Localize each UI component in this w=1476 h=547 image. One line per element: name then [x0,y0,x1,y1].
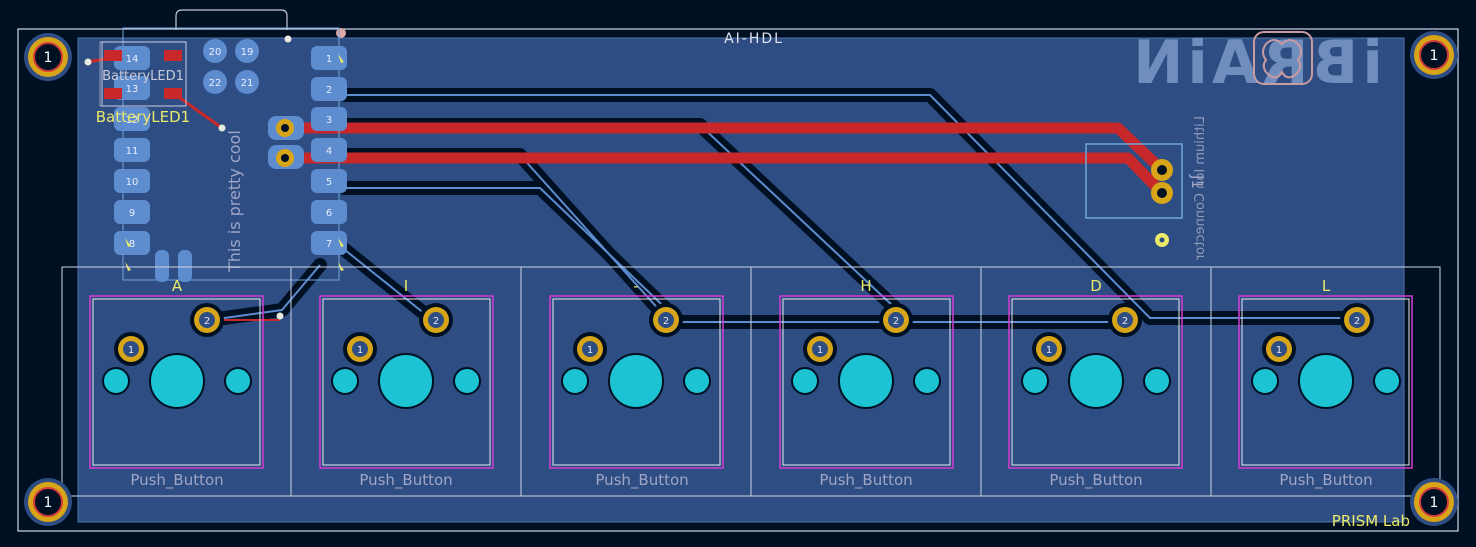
battery-connector-j1: J1 Lithium Ion Connector [1085,116,1208,261]
svg-text:2: 2 [433,316,439,327]
mcu-left-pins: 14 13 12 11 10 9 8 [114,46,150,255]
svg-text:2: 2 [663,316,669,327]
svg-text:10: 10 [126,177,139,188]
mcu-top-pads: 20 19 22 21 [203,39,259,94]
connector-ref: J1 [1188,174,1206,189]
push-button-0: A 1 2 Push_Button [89,277,264,490]
button-value: Push_Button [359,471,452,490]
svg-text:8: 8 [129,239,135,250]
svg-text:1: 1 [587,345,593,356]
svg-text:20: 20 [209,47,222,58]
via-pink [336,28,346,38]
usb-outline [175,9,288,30]
battery-led: BatteryLED1 [99,41,187,107]
button-label: A [172,277,183,295]
svg-text:1: 1 [44,50,53,66]
lab-label: PRISM Lab [1332,512,1410,530]
mcu-pin: 7 [311,231,347,255]
mounting-hole-bl: 1 [24,478,72,526]
mcu-top-pad: 20 [203,39,227,63]
mcu-pin: 5 [311,169,347,193]
svg-text:2: 2 [326,85,332,96]
button-value: Push_Button [595,471,688,490]
mcu-pin: 9 [114,200,150,224]
svg-text:14: 14 [126,54,139,65]
svg-text:1: 1 [1046,345,1052,356]
mcu-pin: 2 [311,77,347,101]
mounting-hole-tl: 1 [24,33,72,81]
mcu-top-pad: 22 [203,70,227,94]
svg-text:1: 1 [44,495,53,511]
button-label: D [1090,277,1102,295]
button-label: I [404,277,408,295]
mounting-hole-br: 1 [1410,478,1458,526]
svg-text:1: 1 [1276,345,1282,356]
vertical-note: This is pretty cool [225,130,244,273]
svg-text:2: 2 [204,316,210,327]
mcu-right-pins: 1 2 3 4 5 6 7 [311,46,347,255]
mcu-pin: 12 [114,107,150,131]
button-label: L [1322,277,1331,295]
mcu-pin: 1 [311,46,347,70]
button-label: H [860,277,871,295]
button-value: Push_Button [819,471,912,490]
svg-text:22: 22 [209,78,222,89]
mcu-pin: 8 [114,231,150,255]
mcu-pin: 13 [114,76,150,100]
ibrain-logo: iBRAiN [1129,28,1383,98]
board-edge [17,28,1459,532]
svg-text:19: 19 [241,47,254,58]
push-button-4: D 1 2 Push_Button [1008,277,1183,490]
svg-text:1: 1 [128,345,134,356]
push-button-3: H 1 2 Push_Button [779,277,954,490]
zone-outline [77,37,1405,523]
mcu-top-pad: 21 [235,70,259,94]
svg-text:1: 1 [357,345,363,356]
svg-text:iBRAiN: iBRAiN [1129,28,1383,98]
push-button-5: L 1 2 Push_Button [1238,277,1413,490]
svg-text:9: 9 [129,208,135,219]
push-button-1: I 1 2 Push_Button [319,277,494,490]
svg-text:1: 1 [1430,495,1439,511]
svg-text:2: 2 [1354,316,1360,327]
mcu-pin: 14 [114,46,150,70]
mcu-pin: 3 [311,107,347,131]
svg-text:5: 5 [326,177,332,188]
mcu-pin: 6 [311,200,347,224]
svg-text:2: 2 [893,316,899,327]
mcu-bottom-pads [155,250,192,282]
connector-value: Lithium Ion Connector [1193,116,1208,261]
button-label: - [633,277,638,295]
mcu-pin: 11 [114,138,150,162]
mounting-hole-tr: 1 [1410,31,1458,79]
mcu-pin: 4 [311,138,347,162]
svg-text:7: 7 [326,239,332,250]
brain-icon [1253,31,1313,85]
battery-pads [268,116,304,169]
svg-text:1: 1 [326,54,332,65]
svg-text:1: 1 [1430,48,1439,64]
svg-text:4: 4 [326,146,332,157]
button-value: Push_Button [130,471,223,490]
button-value: Push_Button [1049,471,1142,490]
svg-text:12: 12 [126,115,139,126]
svg-text:1: 1 [817,345,823,356]
mcu-top-pad: 19 [235,39,259,63]
battery-led-fab-ref: BatteryLED1 [102,69,184,84]
vias [84,35,292,320]
mcu-pin: 10 [114,169,150,193]
svg-text:6: 6 [326,208,332,219]
button-grid [61,266,1441,497]
battery-led-ref: BatteryLED1 [96,108,190,126]
front-traces [87,56,1166,321]
button-value: Push_Button [1279,471,1372,490]
push-button-2: - 1 2 Push_Button [549,277,724,490]
svg-text:2: 2 [1122,316,1128,327]
board-title: AI-HDL [724,31,784,47]
svg-text:21: 21 [241,78,254,89]
svg-text:3: 3 [326,115,332,126]
svg-text:13: 13 [126,84,139,95]
svg-text:11: 11 [126,146,139,157]
